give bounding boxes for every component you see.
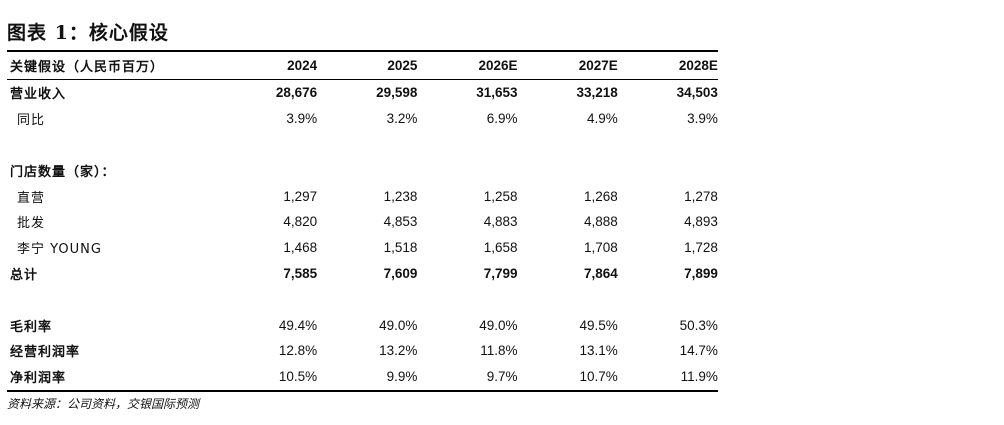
- table-cell: 9.9%: [386, 369, 418, 385]
- year-header: 2025: [387, 58, 418, 73]
- table-cell: 3.9%: [687, 111, 718, 127]
- table-row-yoy: 同比 3.9% 3.2% 6.9% 4.9% 3.9%: [7, 106, 718, 132]
- table-cell: 4,888: [583, 214, 618, 230]
- table-cell: 1,238: [383, 188, 418, 204]
- table-cell: 1,518: [383, 240, 418, 256]
- table-cell: 14.7%: [679, 343, 718, 359]
- table-cell: 50.3%: [679, 317, 718, 333]
- table-cell: 13.1%: [579, 343, 618, 359]
- row-label: 净利润率: [10, 371, 67, 387]
- row-label: 同比: [17, 113, 46, 129]
- figure-title: 图表 1：核心假设: [7, 22, 169, 44]
- table-cell: 7,585: [283, 265, 318, 281]
- table-cell: 11.8%: [480, 343, 518, 359]
- row-label: 总计: [10, 267, 39, 283]
- table-cell: 31,653: [476, 85, 518, 101]
- table-cell: 13.2%: [379, 343, 418, 359]
- table-cell: 7,864: [583, 265, 618, 281]
- table-cell: 34,503: [676, 85, 718, 101]
- table-cell: 1,268: [583, 188, 618, 204]
- year-header: 2024: [287, 58, 318, 73]
- table-cell: 1,297: [283, 188, 318, 204]
- row-spacer: [7, 132, 718, 158]
- table-cell: 4,853: [383, 214, 418, 230]
- source-note: 资料来源：公司资料，交银国际预测: [7, 397, 200, 411]
- table-header: 关键假设（人民币百万） 2024 2025 2026E 2027E 2028E: [7, 52, 718, 80]
- table-cell: 49.0%: [479, 317, 518, 333]
- row-label: 毛利率: [10, 319, 53, 335]
- year-header: 2027E: [578, 58, 618, 73]
- year-header: 2026E: [478, 58, 518, 73]
- table-row-revenue: 营业收入 28,676 29,598 31,653 33,218 34,503: [7, 80, 718, 106]
- table-row-store-count-heading: 门店数量（家）：: [7, 157, 718, 183]
- table-row-direct: 直营 1,297 1,238 1,258 1,268 1,278: [7, 183, 718, 209]
- table-cell: 49.0%: [379, 317, 418, 333]
- row-label: 直营: [17, 190, 46, 206]
- table-cell: 33,218: [576, 85, 618, 101]
- table-cell: 29,598: [376, 85, 418, 101]
- row-spacer: [7, 286, 718, 312]
- table-cell: 1,258: [483, 188, 518, 204]
- table-cell: 3.2%: [386, 111, 418, 127]
- table-cell: 49.4%: [278, 317, 318, 333]
- table-row-wholesale: 批发 4,820 4,853 4,883 4,888 4,893: [7, 209, 718, 235]
- table-cell: 4.9%: [586, 111, 618, 127]
- assumptions-table: 关键假设（人民币百万） 2024 2025 2026E 2027E 2028E …: [7, 50, 718, 392]
- row-label: 批发: [17, 216, 46, 232]
- year-header: 2028E: [678, 58, 718, 73]
- table-row-operating-margin: 经营利润率 12.8% 13.2% 11.8% 13.1% 14.7%: [7, 338, 718, 364]
- header-label: 关键假设（人民币百万）: [10, 60, 165, 75]
- table-cell: 28,676: [275, 85, 318, 101]
- table-row-gross-margin: 毛利率 49.4% 49.0% 49.0% 49.5% 50.3%: [7, 312, 718, 338]
- table-cell: 7,799: [483, 265, 518, 281]
- table-cell: 7,899: [684, 265, 718, 281]
- table-cell: 7,609: [383, 265, 418, 281]
- table-cell: 11.9%: [680, 369, 718, 385]
- table-cell: 10.7%: [579, 369, 618, 385]
- table-cell: 4,820: [283, 214, 318, 230]
- table-cell: 6.9%: [486, 111, 518, 127]
- row-label: 门店数量（家）：: [10, 164, 116, 180]
- table-row-net-margin: 净利润率 10.5% 9.9% 9.7% 10.7% 11.9%: [7, 364, 718, 390]
- table-cell: 10.5%: [278, 369, 318, 385]
- table-cell: 4,883: [483, 214, 518, 230]
- table-cell: 9.7%: [486, 369, 518, 385]
- table-cell: 49.5%: [579, 317, 618, 333]
- table-cell: 3.9%: [286, 111, 318, 127]
- table-row-young: 李宁 YOUNG 1,468 1,518 1,658 1,708 1,728: [7, 235, 718, 261]
- table-cell: 4,893: [684, 214, 718, 230]
- table-cell: 1,278: [684, 188, 718, 204]
- row-label: 经营利润率: [10, 345, 81, 361]
- row-label: 营业收入: [10, 87, 67, 103]
- table-cell: 12.8%: [278, 343, 318, 359]
- table-cell: 1,708: [583, 240, 618, 256]
- row-label: 李宁 YOUNG: [17, 242, 102, 258]
- table-cell: 1,468: [283, 240, 318, 256]
- table-cell: 1,728: [684, 240, 718, 256]
- table-cell: 1,658: [483, 240, 518, 256]
- table-row-total: 总计 7,585 7,609 7,799 7,864 7,899: [7, 261, 718, 287]
